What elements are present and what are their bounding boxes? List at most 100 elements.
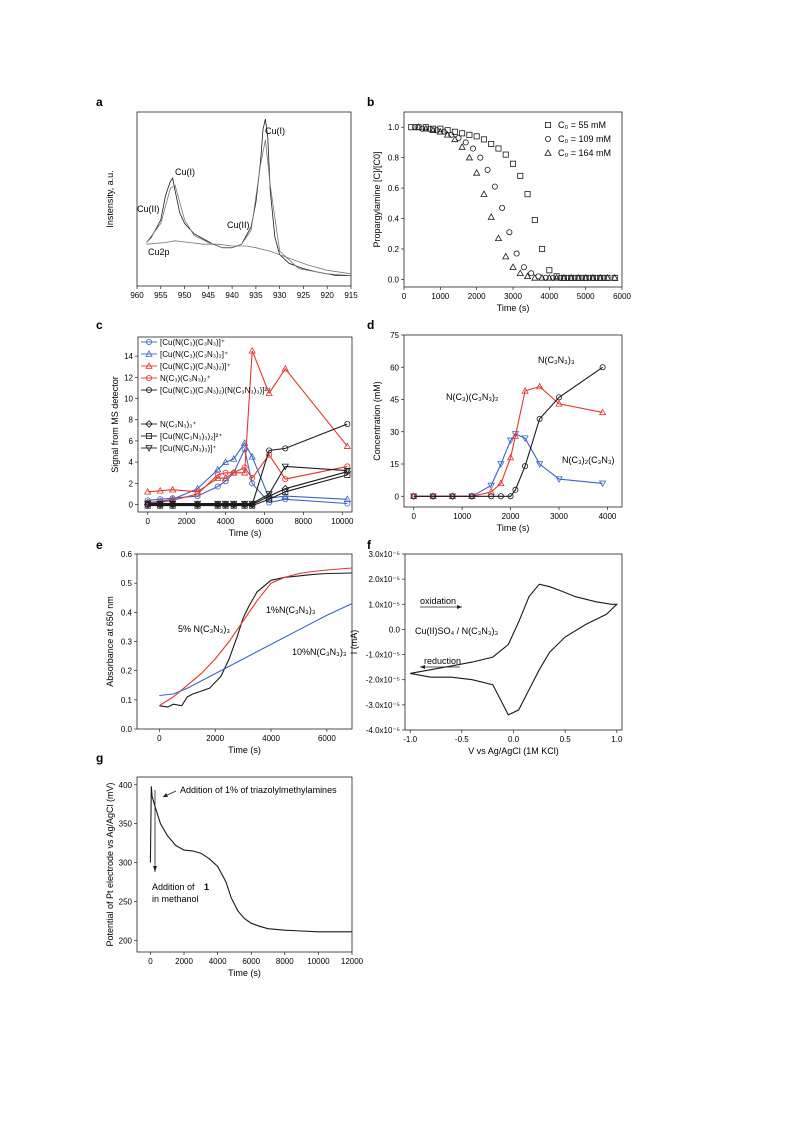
data-point [214, 465, 222, 473]
y-tick-label: -1.0x10⁻⁵ [366, 651, 400, 660]
data-point [596, 273, 604, 281]
data-point [466, 131, 473, 138]
y-axis-label: Absorbance at 650 nm [105, 596, 115, 687]
x-tick-label: 0.0 [508, 735, 520, 744]
x-tick-label: 2000 [468, 292, 486, 301]
data-point [343, 467, 352, 475]
x-tick-label: 950 [178, 291, 192, 300]
data-point [444, 127, 451, 134]
x-tick-label: 8000 [276, 957, 294, 966]
x-tick-label: 4000 [217, 517, 235, 526]
x-tick-label: 945 [202, 291, 216, 300]
chart-panel-d [401, 334, 623, 510]
panel-label-a: a [96, 95, 103, 109]
data-point [470, 145, 477, 152]
data-point [521, 435, 529, 443]
annotation-g-2: 1 [204, 882, 209, 892]
data-point [487, 488, 495, 495]
data-point [502, 151, 509, 158]
data-point [144, 500, 152, 508]
annotation-f-1: reduction [424, 656, 461, 666]
panel-label-f: f [367, 538, 372, 552]
data-point [581, 273, 590, 281]
series-line [147, 453, 348, 504]
data-point [502, 252, 510, 260]
chart-panel-b [401, 111, 623, 290]
data-point [168, 500, 177, 508]
data-point [522, 463, 529, 470]
series-c-7 [144, 463, 352, 508]
data-point [240, 500, 249, 508]
data-point [248, 452, 256, 460]
panel-label-b: b [367, 95, 374, 109]
y-tick-label: 2.0x10⁻⁵ [368, 575, 400, 584]
data-point [512, 486, 519, 493]
x-tick-label: 0.5 [560, 735, 572, 744]
y-tick-label: 3.0x10⁻⁵ [368, 550, 400, 559]
legend-marker [145, 374, 152, 381]
data-point [459, 130, 466, 137]
legend-entry-b-0: C₀ = 55 mM [558, 120, 606, 130]
y-tick-label: 400 [119, 781, 133, 790]
legend-marker [145, 362, 153, 369]
data-point [506, 453, 515, 461]
reduction-arrow-head [420, 665, 425, 669]
data-point [343, 442, 352, 449]
annotation-f-0: oxidation [420, 596, 456, 606]
plot-frame [136, 111, 352, 287]
x-tick-label: 0 [157, 734, 162, 743]
data-point [221, 458, 230, 465]
y-tick-label: 10 [124, 395, 133, 404]
x-tick-label: 955 [154, 291, 168, 300]
data-point [506, 229, 513, 236]
data-point [248, 500, 256, 508]
legend-entry-c-5: N(C₃N₃)₃⁺ [160, 420, 197, 429]
data-point [542, 274, 549, 281]
data-point [344, 420, 351, 427]
y-tick-label: 1.0 [388, 123, 400, 132]
panel-label-e: e [96, 538, 103, 552]
data-point [241, 446, 248, 453]
y-tick-label: 200 [119, 936, 133, 945]
annotation-g-0: Addition of 1% of triazolylmethylamines [180, 785, 337, 795]
x-tick-label: 1000 [431, 292, 449, 301]
series-line [147, 447, 348, 505]
data-point [221, 500, 230, 508]
legend-entry-b-1: C₀ = 109 mM [558, 134, 611, 144]
data-point [265, 389, 273, 396]
data-point [468, 493, 475, 500]
y-tick-label: 12 [124, 373, 133, 382]
y-tick-label: 0.4 [388, 215, 400, 224]
y-tick-label: -2.0x10⁻⁵ [366, 676, 400, 685]
panel-label-d: d [367, 318, 374, 332]
y-tick-label: 0.6 [121, 550, 133, 559]
y-tick-label: 4 [129, 458, 134, 467]
annotation-d-1: N(C₃)(C₃N₃)₂ [446, 392, 499, 402]
x-tick-label: 935 [249, 291, 263, 300]
data-point [491, 183, 498, 190]
x-tick-label: 6000 [318, 734, 336, 743]
x-tick-label: 12000 [341, 957, 364, 966]
data-point [451, 135, 459, 143]
data-point [598, 408, 607, 416]
data-point [214, 483, 221, 490]
x-tick-label: 10000 [307, 957, 330, 966]
y-tick-label: 0.1 [121, 696, 133, 705]
y-tick-label: -3.0x10⁻⁵ [366, 701, 400, 710]
data-point [249, 475, 256, 482]
data-point [535, 461, 544, 468]
data-point [443, 130, 452, 138]
data-point [560, 273, 568, 281]
data-point [511, 431, 520, 438]
x-tick-label: 4000 [540, 292, 558, 301]
annotation-e-2: 10%N(C₃N₃)₃ [292, 647, 347, 657]
data-point [240, 468, 249, 476]
data-point [520, 264, 527, 271]
data-point [265, 491, 273, 498]
data-point [230, 469, 237, 476]
plot-frame [404, 553, 623, 731]
data-point [343, 495, 352, 502]
y-tick-label: 250 [119, 897, 133, 906]
legend-entry-c-3: N(C₃)(C₃N₃)₂⁺ [160, 374, 211, 383]
